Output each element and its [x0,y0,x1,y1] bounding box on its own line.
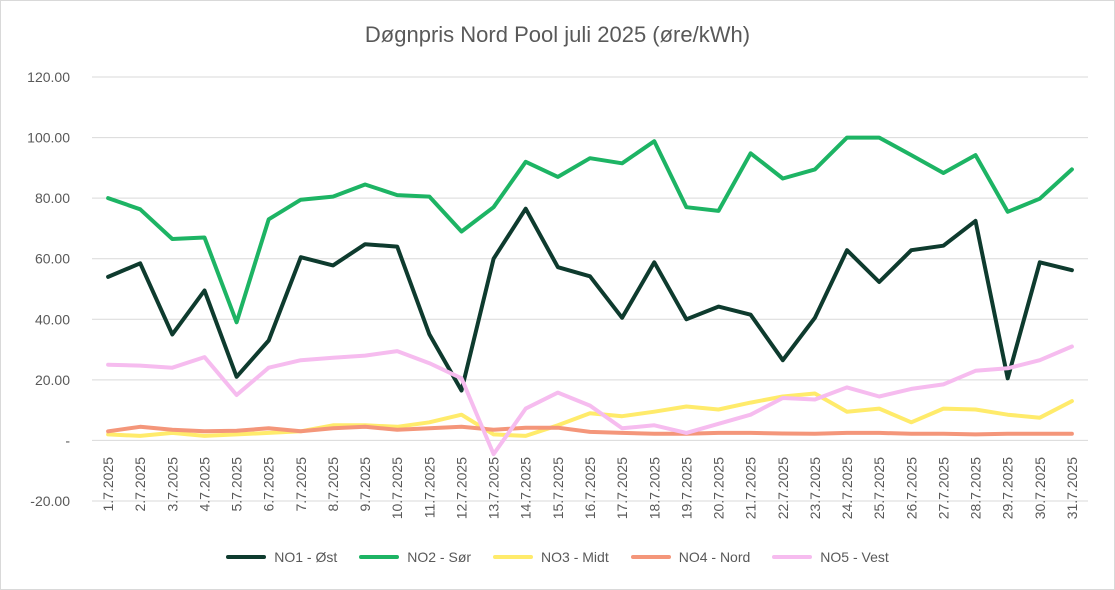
legend-label: NO3 - Midt [541,549,609,565]
x-tick-label: 27.7.2025 [935,457,951,519]
y-tick-label: -20.00 [30,493,70,509]
legend-label: NO2 - Sør [407,549,472,565]
x-tick-label: 18.7.2025 [646,457,662,519]
x-tick-label: 2.7.2025 [132,457,148,512]
y-tick-label: 120.00 [27,69,70,85]
x-tick-label: 10.7.2025 [389,457,405,519]
x-tick-label: 30.7.2025 [1032,457,1048,519]
x-tick-label: 17.7.2025 [614,457,630,519]
series-line-2 [106,135,1074,325]
legend-swatch [226,555,267,559]
x-tick-label: 22.7.2025 [775,457,791,519]
x-tick-label: 3.7.2025 [164,457,180,512]
x-tick-label: 4.7.2025 [196,457,212,512]
x-tick-label: 6.7.2025 [261,457,277,512]
x-tick-label: 31.7.2025 [1064,457,1080,519]
chart-title: Døgnpris Nord Pool juli 2025 (øre/kWh) [364,22,751,47]
legend-swatch [493,555,534,559]
series-line-5 [106,344,1074,457]
x-tick-label: 21.7.2025 [743,457,759,519]
legend-item-1: NO1 - Øst [226,549,337,565]
series-line-4 [106,424,1074,437]
x-tick-label: 19.7.2025 [678,457,694,519]
x-tick-label: 12.7.2025 [453,457,469,519]
y-tick-label: 80.00 [35,190,70,206]
legend: NO1 - Øst NO2 - Sør NO3 - Midt NO4 - Nord NO… [0,549,1115,565]
y-tick-label: 60.00 [35,251,70,267]
legend-item-5: NO5 - Vest [772,549,889,565]
x-tick-label: 7.7.2025 [293,457,309,512]
x-tick-label: 13.7.2025 [486,457,502,519]
x-tick-label: 15.7.2025 [550,457,566,519]
x-axis-ticks: 1.7.2025 2.7.2025 3.7.2025 4.7.2025 5.7.2025… [100,457,1080,520]
x-tick-label: 28.7.2025 [968,457,984,519]
x-tick-label: 16.7.2025 [582,457,598,519]
x-tick-label: 20.7.2025 [711,457,727,519]
x-tick-label: 11.7.2025 [421,457,437,518]
legend-item-4: NO4 - Nord [630,549,751,565]
y-tick-label: 100.00 [27,130,70,146]
y-tick-label: - [65,432,70,448]
x-tick-label: 14.7.2025 [518,457,534,519]
x-tick-label: 8.7.2025 [325,457,341,512]
x-tick-label: 24.7.2025 [839,457,855,519]
y-tick-label: 20.00 [35,372,70,388]
x-tick-label: 23.7.2025 [807,457,823,519]
legend-item-3: NO3 - Midt [493,549,609,565]
x-tick-label: 9.7.2025 [357,457,373,512]
legend-swatch [772,555,813,559]
x-tick-label: 29.7.2025 [1000,457,1016,519]
legend-label: NO1 - Øst [274,549,338,565]
legend-label: NO5 - Vest [820,549,889,565]
x-tick-label: 5.7.2025 [229,457,245,512]
x-tick-label: 1.7.2025 [100,457,116,512]
x-tick-label: 26.7.2025 [903,457,919,519]
legend-label: NO4 - Nord [678,549,751,565]
legend-swatch [630,555,671,559]
y-tick-label: 40.00 [35,311,70,327]
gridlines [92,76,1088,502]
series-line-3 [106,391,1074,438]
legend-swatch [359,555,400,559]
series-line-1 [106,206,1074,393]
legend-item-2: NO2 - Sør [359,549,471,565]
x-tick-label: 25.7.2025 [871,457,887,519]
series-lines [106,135,1074,457]
